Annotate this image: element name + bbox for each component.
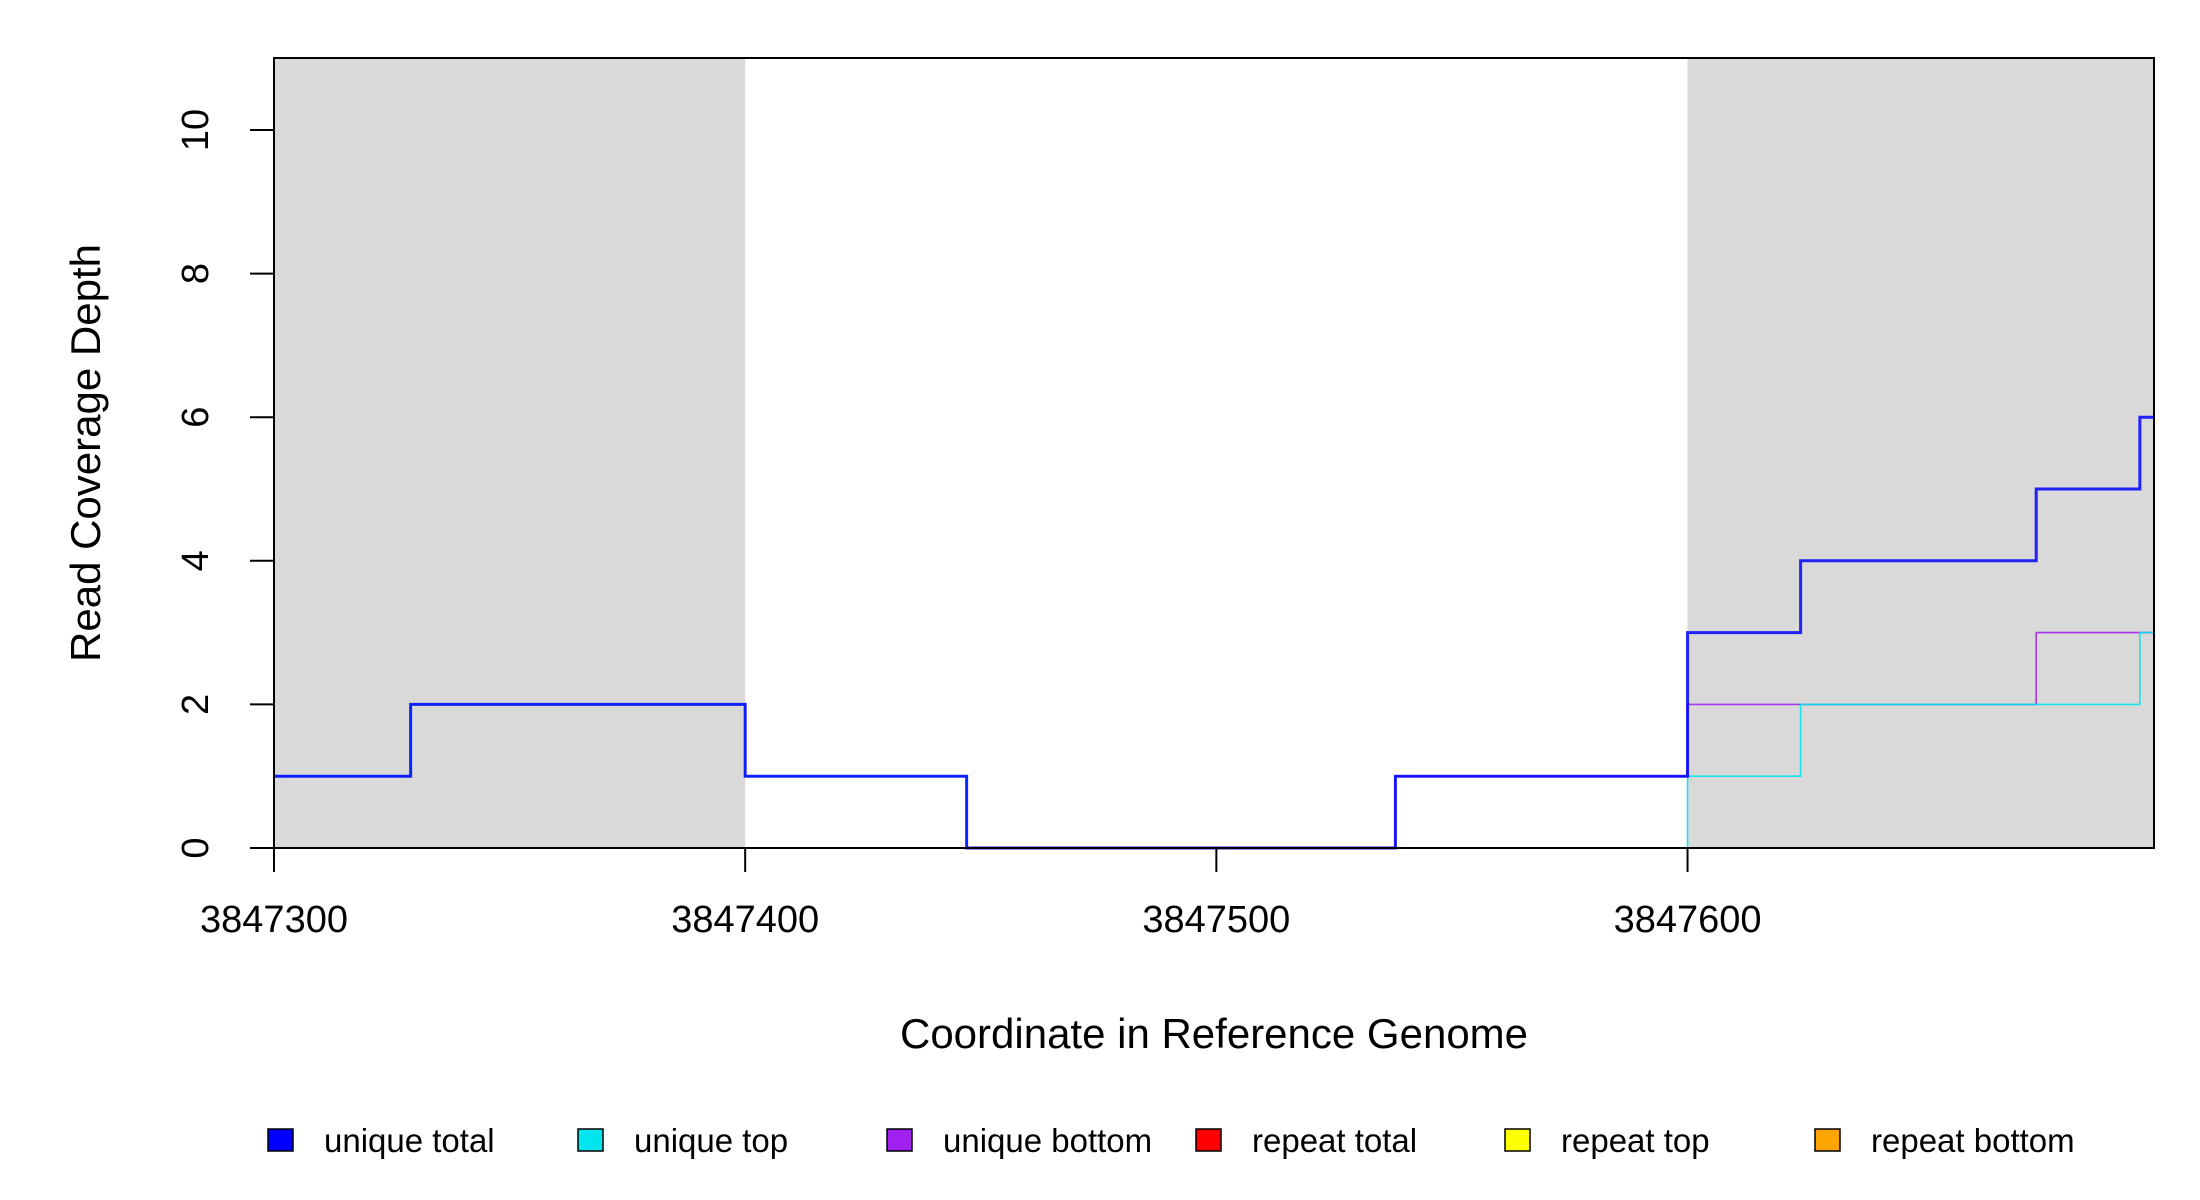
y-tick-label: 4 — [175, 550, 217, 571]
legend-label: unique bottom — [943, 1122, 1152, 1159]
y-tick-label: 0 — [175, 837, 217, 858]
y-tick-label: 8 — [175, 263, 217, 284]
legend-swatch — [267, 1128, 294, 1152]
shaded-region-0 — [274, 58, 746, 848]
legend-label: unique top — [634, 1122, 788, 1159]
y-tick-label: 6 — [175, 407, 217, 428]
legend-label: repeat top — [1561, 1122, 1710, 1159]
legend-swatch — [577, 1128, 604, 1152]
series-line-unique-total — [274, 415, 2154, 850]
legend-swatch — [886, 1128, 913, 1152]
legend-label: repeat total — [1252, 1122, 1417, 1159]
y-tick-label: 2 — [175, 694, 217, 715]
legend-swatch — [1504, 1128, 1531, 1152]
legend-item: repeat total — [1195, 1122, 1417, 1159]
x-axis: 3847300 3847400 3847500 3847600 — [200, 848, 1762, 941]
x-tick-label: 3847300 — [200, 899, 348, 941]
shaded-regions — [274, 58, 2154, 848]
plot-frame — [273, 57, 2155, 849]
legend-item: repeat bottom — [1814, 1122, 2075, 1159]
y-tick-label: 10 — [175, 109, 217, 151]
legend-item: repeat top — [1504, 1122, 1710, 1159]
legend-label: unique total — [324, 1122, 495, 1159]
y-axis-title: Read Coverage Depth — [62, 244, 109, 662]
x-tick-label: 3847600 — [1614, 899, 1762, 941]
x-axis-title: Coordinate in Reference Genome — [900, 1010, 1528, 1057]
legend-swatch — [1195, 1128, 1222, 1152]
legend: unique total unique top unique bottom repea… — [267, 1122, 2075, 1159]
legend-item: unique top — [577, 1122, 788, 1159]
legend-item: unique total — [267, 1122, 495, 1159]
y-axis: 0 2 4 6 8 10 — [175, 109, 274, 859]
legend-item: unique bottom — [886, 1122, 1152, 1159]
legend-swatch — [1814, 1128, 1841, 1152]
legend-label: repeat bottom — [1871, 1122, 2075, 1159]
x-tick-label: 3847500 — [1142, 899, 1290, 941]
x-tick-label: 3847400 — [671, 899, 819, 941]
shaded-region-1 — [1687, 58, 2154, 848]
